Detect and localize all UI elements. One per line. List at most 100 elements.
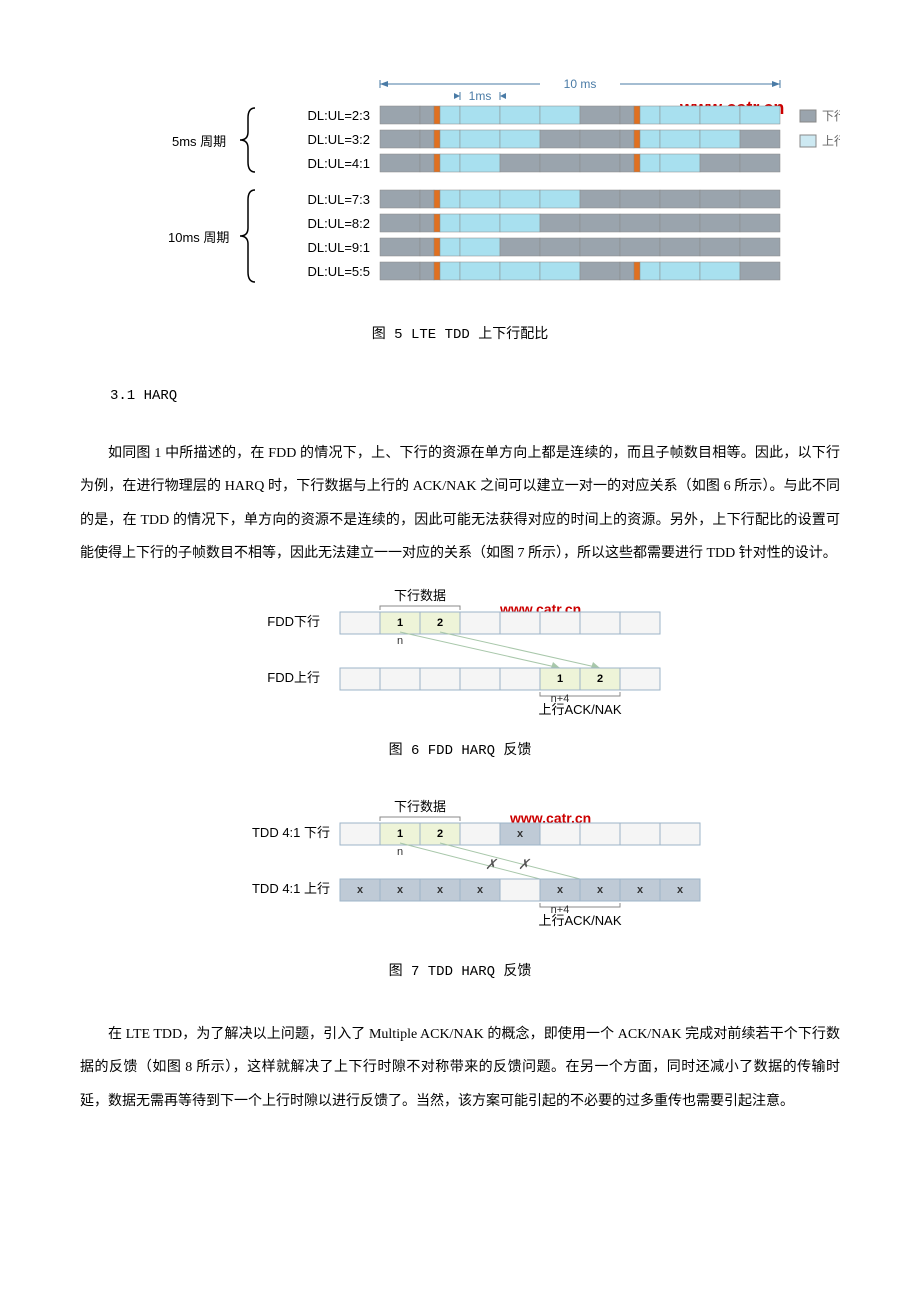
slot-ul [460,238,500,256]
dim-10ms: 10 ms [380,77,780,91]
slot-ul [660,130,700,148]
slot-ul [700,130,740,148]
slot-ul [660,154,700,172]
slot-ul [660,262,700,280]
slot-ul [440,262,460,280]
slot-dl [380,214,420,232]
slot-dl [740,238,780,256]
ratio-label: DL:UL=5:5 [307,264,370,279]
slot-dl [620,154,634,172]
cell-content: x [637,884,644,896]
slot-ul [540,262,580,280]
slot-special [634,130,640,148]
fdd-ul-slot [420,668,460,690]
slot-special [634,154,640,172]
slot-dl [420,190,434,208]
slot-dl [660,190,700,208]
slot-ul [500,130,540,148]
slot-special [434,214,440,232]
figure-7-caption: 图 7 TDD HARQ 反馈 [80,957,840,988]
slot-dl [740,190,780,208]
slot-dl [500,154,540,172]
slot-dl [420,154,434,172]
fig6-n: n [397,635,403,647]
slot-ul [440,190,460,208]
dim-10ms-text: 10 ms [564,77,597,91]
slot-dl [580,214,620,232]
fig7-ack-label: 上行ACK/NAK [538,913,621,928]
figure-5-caption: 图 5 LTE TDD 上下行配比 [80,320,840,351]
slot-dl [540,214,580,232]
slot-special [634,262,640,280]
tdd-dl-slot [540,823,580,845]
cell-content: x [677,884,684,896]
fig6-data-label: 下行数据 [394,588,446,603]
figure-6-caption: 图 6 FDD HARQ 反馈 [80,736,840,767]
fdd-dl-slot [540,612,580,634]
ratio-label: DL:UL=3:2 [307,132,370,147]
slot-dl [420,214,434,232]
cell-2: 2 [597,673,603,685]
ratio-label: DL:UL=7:3 [307,192,370,207]
fdd-dl-slot [460,612,500,634]
legend-dl-text: 下行 [822,109,840,123]
slot-dl [740,214,780,232]
slot-ul [440,154,460,172]
period-5ms-text: 5ms 周期 [172,134,226,149]
cell-content: x [597,884,604,896]
fdd-ul-slot [380,668,420,690]
slot-ul [440,214,460,232]
figure-5-tdd-config: 10 ms 1ms 下行 上行 www.catr.cn 5ms 周期 10ms … [80,70,840,300]
slot-ul [440,238,460,256]
slot-dl [380,262,420,280]
ratio-label: DL:UL=8:2 [307,216,370,231]
cell-content: x [477,884,484,896]
slot-dl [700,214,740,232]
slot-dl [700,238,740,256]
brace-10ms [240,190,255,282]
slot-ul [440,106,460,124]
slot-ul [460,214,500,232]
slot-dl [620,106,634,124]
cell-content: 2 [437,828,443,840]
cell-content: x [397,884,404,896]
tdd-dl-slot [460,823,500,845]
fdd-ul-slot [340,668,380,690]
section-3-1-header: 3.1 HARQ [80,381,840,412]
paragraph-2: 在 LTE TDD，为了解决以上问题，引入了 Multiple ACK/NAK … [80,1018,840,1119]
slot-dl [380,190,420,208]
fig6-ul-label: FDD上行 [267,670,320,685]
slot-dl [420,130,434,148]
tdd-ul-slot [500,879,540,901]
bracket-dl [380,606,460,610]
tdd-dl-slot [620,823,660,845]
slot-dl [380,106,420,124]
slot-dl [540,154,580,172]
slot-ul [700,262,740,280]
period-10ms-text: 10ms 周期 [168,230,229,245]
slot-dl [620,262,634,280]
figure-6-fdd-harq: 下行数据 www.catr.cn FDD下行 12 n FDD上行 12 n+4… [220,586,700,716]
dim-1ms-text: 1ms [469,89,492,103]
fdd-ul-slot [620,668,660,690]
fig7-dl-label: TDD 4:1 下行 [252,825,330,840]
cell-1: 1 [557,673,563,685]
slot-dl [580,238,620,256]
slot-dl [700,190,740,208]
slot-dl [660,214,700,232]
tdd-dl-slot [660,823,700,845]
slot-dl [740,154,780,172]
fdd-dl-slot [620,612,660,634]
slot-ul [500,190,540,208]
slot-ul [460,154,500,172]
cell-1: 1 [397,617,403,629]
tdd-dl-slot [340,823,380,845]
slot-ul [700,106,740,124]
fdd-ul-slot [500,668,540,690]
slot-ul [500,214,540,232]
figure-7-tdd-harq: 下行数据 www.catr.cn TDD 4:1 下行 12x n ✗ ✗ TD… [200,797,720,937]
slot-ul [500,262,540,280]
bracket-dl [380,817,460,821]
fig7-data-label: 下行数据 [394,799,446,814]
slot-ul [440,130,460,148]
